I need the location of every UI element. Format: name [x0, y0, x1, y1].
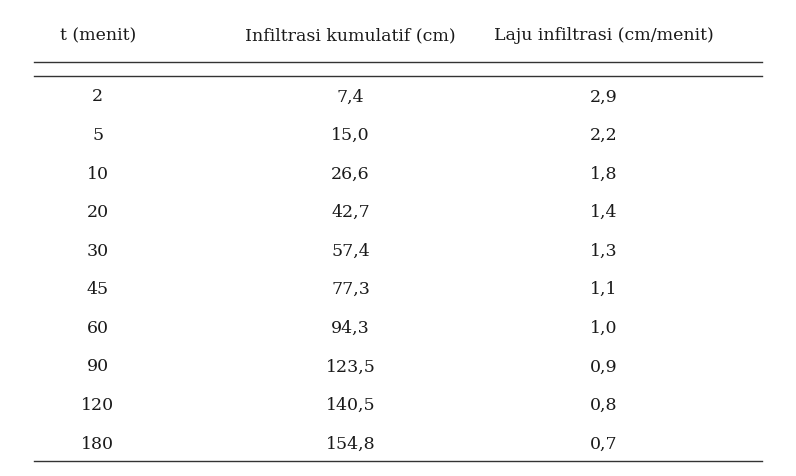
- Text: 1,4: 1,4: [590, 204, 617, 221]
- Text: 45: 45: [87, 281, 109, 298]
- Text: 2,2: 2,2: [590, 127, 618, 144]
- Text: 2,9: 2,9: [590, 89, 618, 105]
- Text: 0,7: 0,7: [590, 436, 618, 453]
- Text: 0,8: 0,8: [590, 397, 617, 414]
- Text: 20: 20: [87, 204, 109, 221]
- Text: 1,0: 1,0: [590, 320, 617, 337]
- Text: 180: 180: [81, 436, 114, 453]
- Text: 154,8: 154,8: [326, 436, 376, 453]
- Text: 120: 120: [81, 397, 114, 414]
- Text: 1,8: 1,8: [590, 166, 617, 182]
- Text: Laju infiltrasi (cm/menit): Laju infiltrasi (cm/menit): [494, 27, 713, 44]
- Text: 30: 30: [87, 243, 109, 260]
- Text: 1,3: 1,3: [590, 243, 618, 260]
- Text: 77,3: 77,3: [331, 281, 370, 298]
- Text: 10: 10: [87, 166, 108, 182]
- Text: t (menit): t (menit): [60, 27, 136, 44]
- Text: 2: 2: [92, 89, 103, 105]
- Text: 1,1: 1,1: [590, 281, 617, 298]
- Text: 42,7: 42,7: [331, 204, 370, 221]
- Text: 15,0: 15,0: [331, 127, 370, 144]
- Text: 7,4: 7,4: [337, 89, 365, 105]
- Text: 5: 5: [92, 127, 103, 144]
- Text: 60: 60: [87, 320, 108, 337]
- Text: 90: 90: [87, 358, 109, 376]
- Text: 26,6: 26,6: [331, 166, 370, 182]
- Text: 123,5: 123,5: [326, 358, 376, 376]
- Text: 57,4: 57,4: [331, 243, 370, 260]
- Text: 140,5: 140,5: [326, 397, 376, 414]
- Text: 0,9: 0,9: [590, 358, 618, 376]
- Text: Infiltrasi kumulatif (cm): Infiltrasi kumulatif (cm): [245, 27, 456, 44]
- Text: 94,3: 94,3: [331, 320, 370, 337]
